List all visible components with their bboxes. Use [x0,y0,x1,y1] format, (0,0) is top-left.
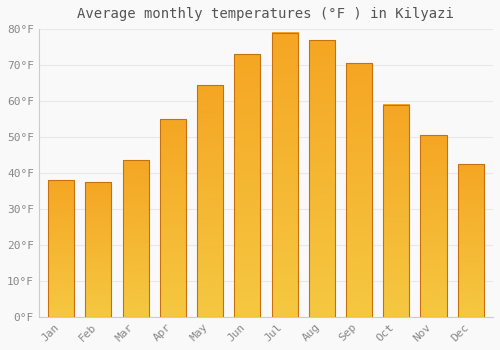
Bar [272,33,297,317]
Bar [122,160,148,317]
Bar [160,119,186,317]
Bar [48,180,74,317]
Bar [86,182,112,317]
Bar [383,105,409,317]
Bar [346,63,372,317]
Title: Average monthly temperatures (°F ) in Kilyazi: Average monthly temperatures (°F ) in Ki… [78,7,454,21]
Bar [234,54,260,317]
Bar [197,85,223,317]
Bar [420,135,446,317]
Bar [308,40,335,317]
Bar [458,164,483,317]
